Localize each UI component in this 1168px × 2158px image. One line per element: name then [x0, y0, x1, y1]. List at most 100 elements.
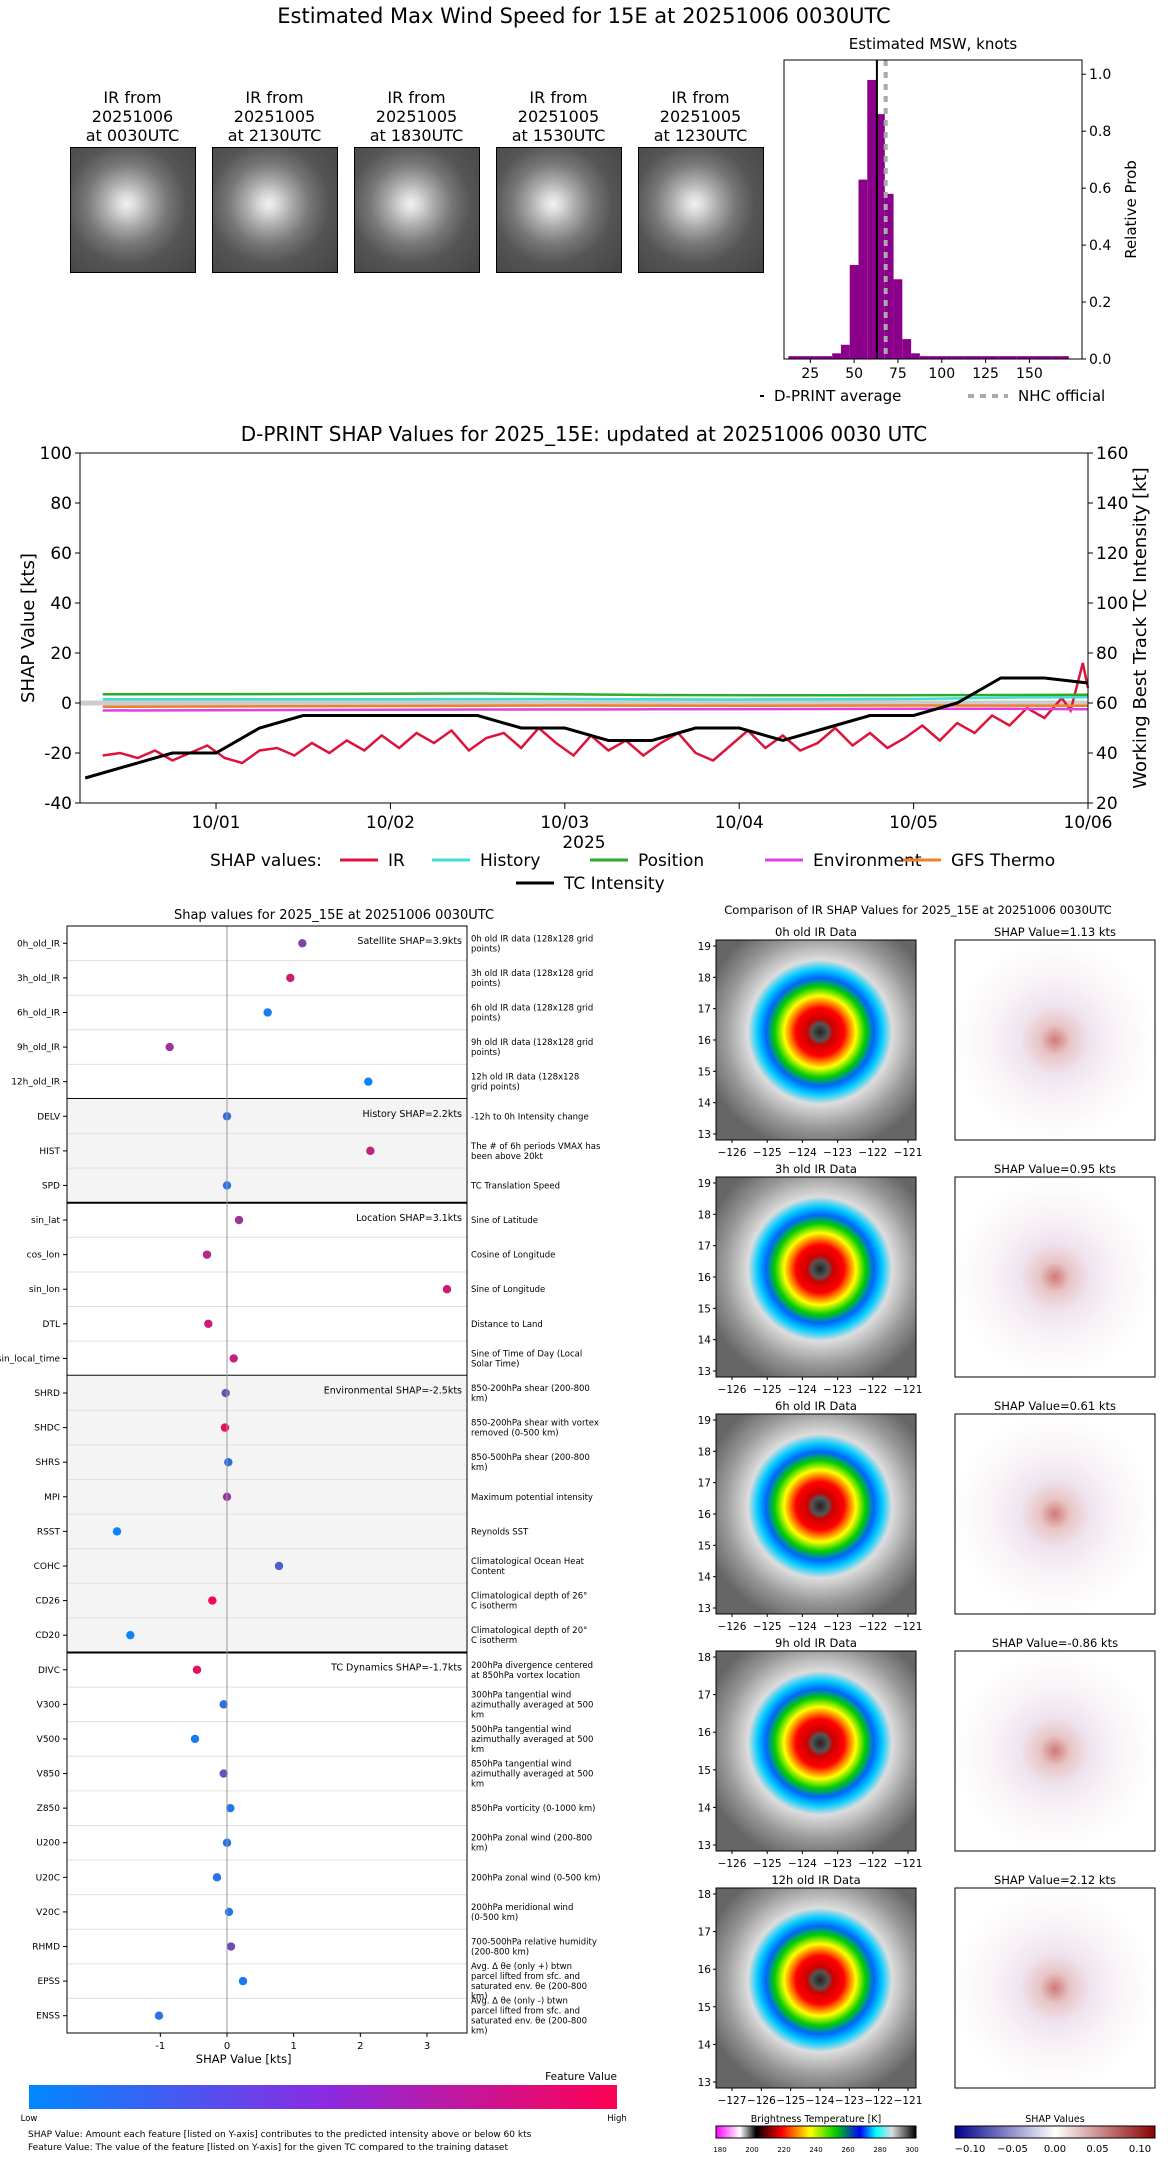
x-tick-label: 10/02	[366, 813, 415, 833]
bt-tick-label: 280	[873, 2146, 886, 2154]
feature-description: 200hPa meridional wind	[471, 1903, 573, 1913]
msw-histogram: Estimated MSW, knots 25 50 75 100 125 150 0.0 0.…	[760, 35, 1140, 405]
ir-thumb-caption-line: at 1530UTC	[511, 126, 606, 145]
histogram-bar	[849, 265, 859, 359]
histogram-bar	[858, 179, 868, 359]
y-tick-label: 20	[50, 644, 72, 664]
shap-tick-label: −0.05	[997, 2144, 1028, 2155]
histogram-bar	[963, 356, 973, 359]
feature-description: Content	[471, 1567, 505, 1577]
feature-description: 9h old IR data (128x128 grid	[471, 1038, 593, 1048]
ir-panel-image	[715, 939, 917, 1141]
y-tick-label: 60	[50, 544, 72, 564]
ir-thumb-caption-line: 20251006	[91, 107, 174, 126]
y-tick-label: 17	[698, 1478, 711, 1490]
series-line-history	[102, 696, 1089, 701]
ir-thumb-caption-line: at 1830UTC	[369, 126, 464, 145]
feature-shap-dot	[226, 1942, 236, 1951]
feature-description: km)	[471, 1844, 488, 1854]
x-tick-label: −122	[858, 1621, 887, 1633]
y-tick-label: 100	[40, 444, 72, 464]
ir-thumb-caption-line: 20251005	[233, 107, 316, 126]
feature-shap-dot	[165, 1042, 174, 1052]
x-tick-label: 10/04	[715, 813, 764, 833]
histogram-bar	[832, 353, 841, 359]
legend-label: TC Intensity	[563, 874, 665, 894]
y2-tick-label: 120	[1096, 544, 1128, 564]
y-tick-label: 13	[698, 2077, 711, 2089]
histogram-bar	[998, 356, 1008, 359]
feature-description: Climatological depth of 26°	[471, 1592, 587, 1602]
ir-panel-title: 6h old IR Data	[775, 1399, 857, 1413]
feature-description: Solar Time)	[471, 1359, 519, 1369]
histogram-bar	[1016, 356, 1026, 359]
group-label: Location SHAP=3.1kts	[356, 1213, 462, 1224]
group-label: TC Dynamics SHAP=-1.7kts	[330, 1662, 462, 1673]
timeseries-frame	[79, 452, 1089, 804]
x-tick-label: −121	[894, 1858, 923, 1870]
ir-thumb-caption-line: 20251005	[659, 107, 742, 126]
ir-shap-comparison: Comparison of IR SHAP Values for 2025_15…	[698, 903, 1156, 2155]
feature-shap-dot	[208, 1596, 217, 1605]
feature-description: 200hPa zonal wind (0-500 km)	[471, 1873, 601, 1883]
feature-shap-dot	[221, 1388, 230, 1398]
y-tick-label: 15	[698, 1066, 711, 1078]
shap-tick-label: −0.10	[955, 2144, 986, 2155]
ir-thumb-caption: IR from 20251005 at 1230UTC	[628, 88, 773, 145]
shap-panel-title: SHAP Value=0.61 kts	[994, 1399, 1116, 1413]
feature-name: COHC	[34, 1562, 60, 1572]
shap-panel-image	[954, 1413, 1156, 1615]
y-tick-label: 13	[698, 1366, 711, 1378]
feature-frame	[66, 925, 468, 2034]
x-tick-label: 1	[290, 2041, 296, 2052]
x-tick-label: 125	[972, 366, 999, 382]
x-tick-label: −126	[718, 1621, 747, 1633]
y-tick-label: 17	[698, 1690, 711, 1702]
feature-name: SHRD	[34, 1389, 60, 1399]
y-tick-label: 0.2	[1089, 295, 1111, 311]
y-tick-label: 16	[698, 1272, 712, 1284]
x-tick-label: −125	[753, 1384, 782, 1396]
x-tick-label: 50	[845, 366, 863, 382]
histogram-title: Estimated MSW, knots	[849, 35, 1018, 53]
feature-description: Avg. Δ θe (only +) btwn	[471, 1962, 572, 1972]
feature-description: km)	[471, 1394, 488, 1404]
y-tick-label: 17	[698, 1004, 711, 1016]
series-line-ir	[102, 662, 1090, 765]
y-tick-label: 80	[50, 494, 72, 514]
shap-panel-title: SHAP Value=2.12 kts	[994, 1873, 1116, 1887]
x-tick-label: 3	[424, 2041, 430, 2052]
x-tick-label: −124	[788, 1621, 817, 1633]
feature-description: km	[471, 1745, 484, 1755]
x-tick-label: −122	[858, 1147, 887, 1159]
y-tick-label: 15	[698, 1540, 711, 1552]
series-line-gfs-thermo	[102, 704, 1089, 709]
feature-shap-dot	[224, 1907, 234, 1917]
ir-thumb-caption: IR from 20251005 at 1830UTC	[344, 88, 489, 145]
feature-description: 300hPa tangential wind	[471, 1690, 571, 1700]
x-tick-label: 75	[889, 366, 907, 382]
feature-name: V20C	[36, 1908, 60, 1918]
feature-description: at 850hPa vortex location	[471, 1671, 580, 1681]
bt-tick-label: 180	[713, 2146, 726, 2154]
y-tick-label: 14	[698, 1098, 712, 1110]
ir-thumb-caption-line: at 0030UTC	[85, 126, 180, 145]
feature-name: sin_local_time	[0, 1354, 60, 1364]
y-tick-label: 0.8	[1089, 124, 1111, 140]
histogram-bar	[1051, 356, 1061, 359]
feature-name: 9h_old_IR	[17, 1043, 60, 1053]
feature-name: CD20	[35, 1631, 60, 1641]
histogram-bar	[876, 114, 885, 359]
feature-shap-dot	[263, 1008, 272, 1017]
legend-label: IR	[388, 851, 405, 871]
feature-name: sin_lon	[29, 1285, 60, 1295]
feature-shap-dot	[202, 1250, 212, 1259]
feature-description: Sine of Latitude	[471, 1216, 538, 1226]
ir-panel-title: 3h old IR Data	[775, 1162, 857, 1176]
x-tick-label: 150	[1016, 366, 1043, 382]
y-tick-label: 0.6	[1089, 181, 1111, 197]
bt-tick-label: 220	[777, 2146, 790, 2154]
feature-description: grid points)	[471, 1083, 520, 1093]
group-label: History SHAP=2.2kts	[363, 1109, 463, 1120]
x-tick-label: −124	[788, 1147, 817, 1159]
